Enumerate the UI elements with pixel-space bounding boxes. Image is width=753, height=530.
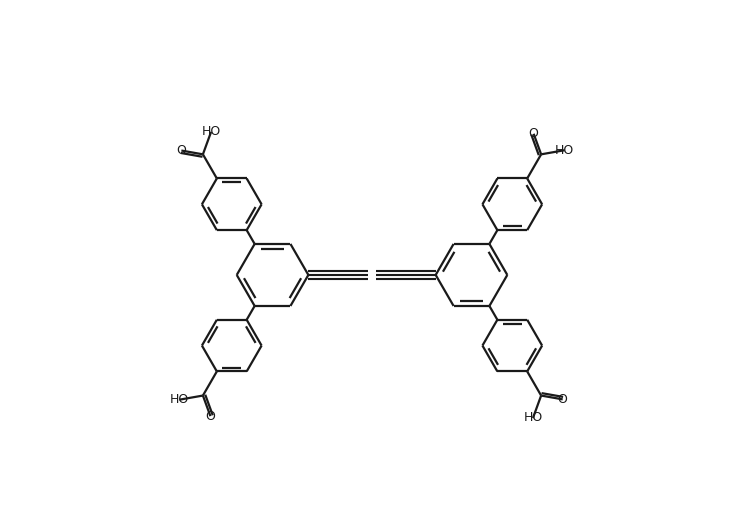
Text: O: O bbox=[176, 144, 186, 157]
Text: O: O bbox=[529, 127, 538, 140]
Text: HO: HO bbox=[555, 144, 575, 157]
Text: HO: HO bbox=[202, 126, 221, 138]
Text: HO: HO bbox=[523, 411, 543, 425]
Text: HO: HO bbox=[169, 393, 189, 406]
Text: O: O bbox=[558, 393, 568, 406]
Text: O: O bbox=[206, 410, 215, 422]
